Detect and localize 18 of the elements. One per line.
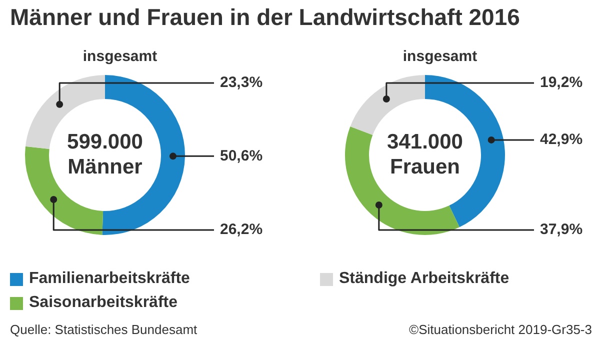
chart-subtitle: insgesamt bbox=[402, 48, 478, 65]
source-note: Quelle: Statistisches Bundesamt bbox=[10, 322, 198, 337]
text: ©Situationsbericht 2019-Gr35-3 bbox=[408, 322, 592, 337]
data-label: 26,2% bbox=[220, 221, 263, 238]
chart-subtitle: insgesamt bbox=[82, 48, 158, 65]
text: Frauen bbox=[390, 155, 460, 178]
data-label: 19,2% bbox=[540, 74, 583, 92]
legend-label: Saisonarbeitskräfte bbox=[29, 294, 178, 312]
legend-label: Ständige Arbeitskräfte bbox=[339, 270, 510, 288]
text: 599.000 bbox=[67, 130, 143, 154]
data-label: 42,9% bbox=[540, 131, 583, 148]
text: 341.000 bbox=[387, 130, 463, 154]
legend-label: Familienarbeitskräfte bbox=[29, 270, 190, 288]
data-label: 37,9% bbox=[540, 221, 583, 238]
data-label: 23,3% bbox=[220, 74, 263, 92]
chart-title: Männer und Frauen in der Landwirtschaft 2016 bbox=[10, 4, 520, 31]
text: Männer bbox=[68, 155, 142, 178]
data-label: 50,6% bbox=[220, 147, 263, 164]
